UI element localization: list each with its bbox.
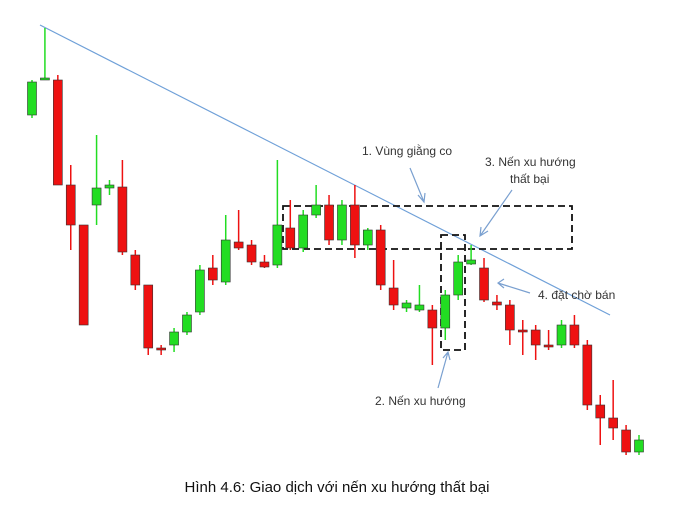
candle-body bbox=[65, 184, 76, 226]
arrow bbox=[479, 189, 513, 238]
annotation: 4. đặt chờ bán bbox=[538, 288, 615, 302]
annotation: thất bại bbox=[510, 172, 549, 186]
candle-body bbox=[311, 204, 321, 216]
candle-body bbox=[375, 229, 386, 286]
annotation: 2. Nến xu hướng bbox=[375, 394, 466, 408]
annotation: 1. Vùng giằng co bbox=[362, 143, 452, 158]
candle-body bbox=[272, 224, 283, 266]
candle-body bbox=[259, 261, 270, 268]
candle-body bbox=[91, 187, 102, 206]
annotation: 3. Nến xu hướng bbox=[485, 155, 576, 169]
caption: Hình 4.6: Giao dịch với nến xu hướng thấ… bbox=[185, 479, 490, 496]
candle-body bbox=[298, 214, 309, 249]
candle-body bbox=[543, 344, 554, 348]
candle-body bbox=[324, 204, 334, 241]
candle-body bbox=[440, 294, 451, 329]
candle-body bbox=[414, 304, 425, 311]
candle-body bbox=[595, 404, 606, 419]
candle-body bbox=[104, 184, 115, 189]
arrow bbox=[496, 278, 531, 294]
candle-body bbox=[569, 324, 580, 346]
candle-body bbox=[40, 77, 50, 81]
candle-body bbox=[117, 186, 128, 253]
candle-body bbox=[195, 269, 205, 313]
candle-body bbox=[208, 267, 218, 281]
candle-body bbox=[427, 309, 438, 329]
candle-body bbox=[246, 244, 257, 263]
candle-body bbox=[466, 259, 476, 265]
trend-candle-box bbox=[440, 234, 466, 351]
candle-body bbox=[479, 267, 489, 301]
candle-body bbox=[27, 81, 37, 116]
candle-body bbox=[337, 204, 347, 241]
candle-body bbox=[53, 79, 63, 186]
candle-body bbox=[530, 329, 541, 346]
candle-body bbox=[169, 331, 179, 346]
candle-body bbox=[492, 301, 502, 306]
candle-body bbox=[582, 344, 593, 406]
consolidation-box bbox=[282, 205, 573, 250]
candle-body bbox=[517, 329, 528, 333]
arrow bbox=[437, 350, 451, 389]
candle-body bbox=[182, 314, 192, 333]
candle-body bbox=[220, 239, 231, 283]
candle-body bbox=[78, 224, 89, 326]
candle-body bbox=[621, 429, 631, 453]
candle-body bbox=[388, 287, 399, 306]
candle-body bbox=[453, 261, 463, 296]
candle-body bbox=[362, 229, 373, 246]
candle-body bbox=[634, 439, 644, 453]
candle-body bbox=[233, 241, 244, 249]
candle-body bbox=[608, 417, 618, 429]
candle-body bbox=[401, 302, 412, 309]
trend-line bbox=[39, 24, 611, 316]
candle-body bbox=[143, 284, 154, 349]
arrow bbox=[409, 167, 426, 204]
arrows bbox=[409, 167, 531, 389]
candle-body bbox=[505, 304, 515, 331]
candle-body bbox=[130, 254, 141, 286]
candle-body bbox=[156, 347, 166, 351]
candle-body bbox=[350, 204, 360, 246]
candle-body bbox=[556, 324, 567, 346]
candle-body bbox=[285, 227, 296, 249]
